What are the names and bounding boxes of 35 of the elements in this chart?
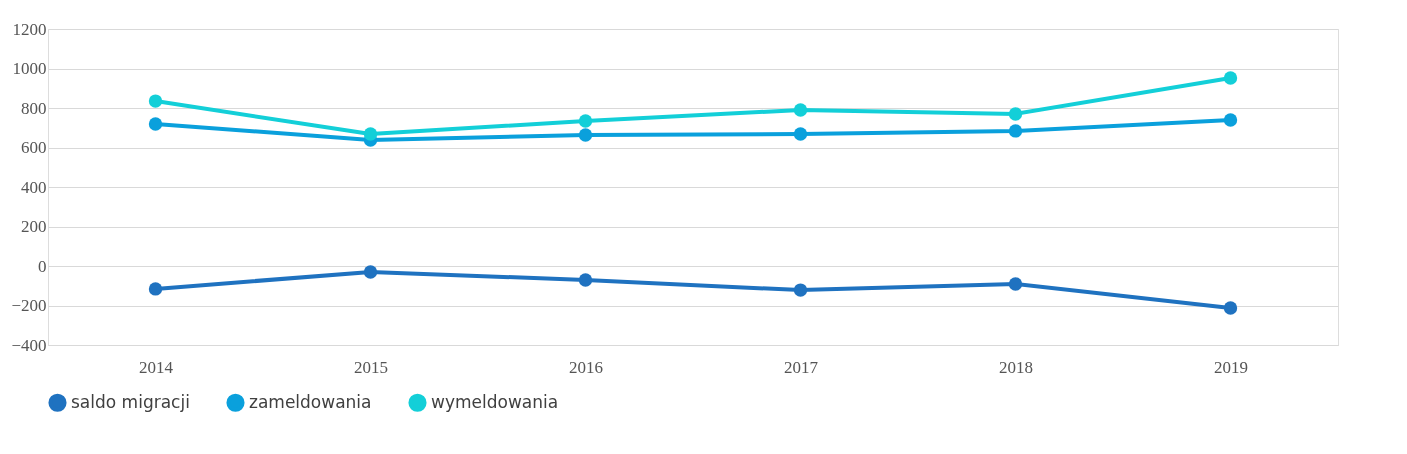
- y-tick-label: −400: [11, 335, 47, 355]
- legend-label: wymeldowania: [431, 391, 559, 412]
- x-tick-label: 2017: [784, 357, 819, 377]
- point: [578, 128, 593, 142]
- point: [793, 283, 808, 297]
- x-tick-label: 2019: [1214, 357, 1248, 377]
- point: [363, 265, 378, 279]
- legend-label: zameldowania: [249, 391, 372, 412]
- x-tick-label: 2016: [569, 357, 603, 377]
- y-tick-label: 0: [38, 256, 47, 276]
- point: [148, 117, 163, 131]
- x-tick-label: 2015: [354, 357, 388, 377]
- y-tick-label: −200: [11, 296, 47, 315]
- point: [793, 127, 808, 141]
- point: [1223, 301, 1238, 315]
- point: [793, 103, 808, 117]
- y-tick-label: 400: [21, 177, 47, 197]
- x-tick-label: 2018: [999, 357, 1033, 377]
- x-tick-label: 2014: [139, 357, 174, 377]
- y-tick-label: 600: [21, 138, 47, 157]
- point: [1008, 124, 1023, 138]
- point: [1008, 277, 1023, 291]
- y-tick-label: 800: [21, 98, 47, 118]
- point: [578, 273, 593, 287]
- point: [148, 282, 163, 296]
- point: [148, 94, 163, 108]
- point: [1008, 107, 1023, 121]
- y-tick-label: 1000: [12, 59, 47, 78]
- legend-label: saldo migracji: [71, 391, 190, 412]
- y-tick-label: 200: [21, 217, 47, 236]
- y-tick-label: 1200: [12, 19, 47, 39]
- point: [1223, 71, 1238, 85]
- point: [578, 114, 593, 128]
- point: [1223, 113, 1238, 127]
- point: [363, 127, 378, 141]
